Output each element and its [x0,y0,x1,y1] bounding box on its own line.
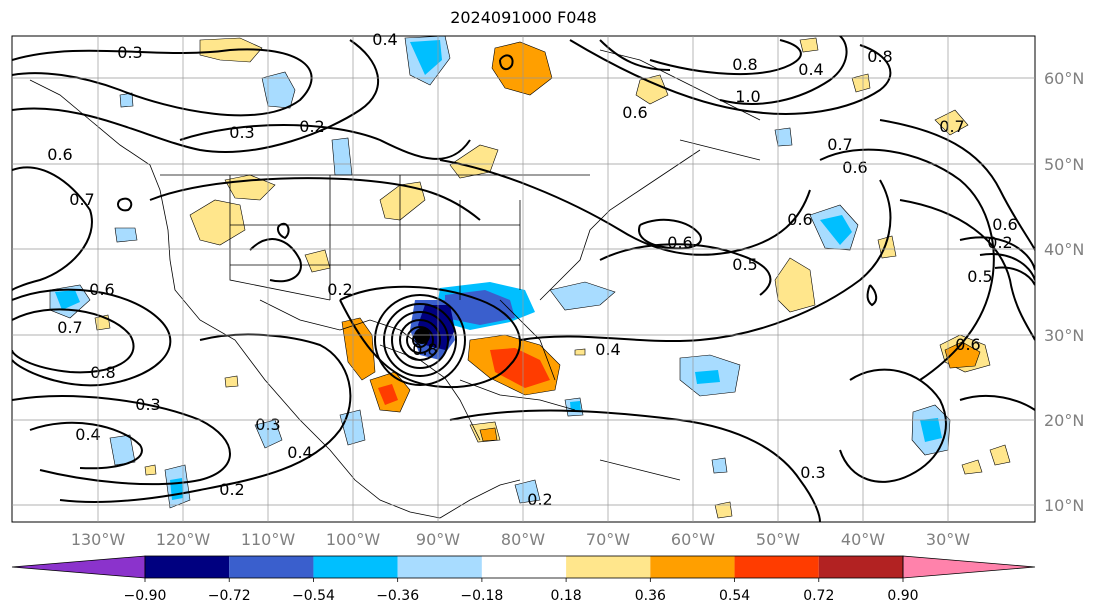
shaded-fields [49,36,1011,519]
contour-value-label: 0.4 [75,425,100,444]
map-frame [11,35,1036,523]
colorbar-segment [397,556,482,578]
contour-value-label: 0.7 [827,135,852,154]
contour-value-label: 0.7 [939,117,964,136]
contour-lines [12,36,1035,522]
longitude-tick-labels: 130°W 120°W 110°W 100°W 90°W 80°W 70°W 60°W 50°W… [71,530,970,549]
colorbar-segment [11,555,146,579]
latitude-tick-label: 10°N [1044,496,1084,515]
contour-value-label: 0.5 [967,267,992,286]
latitude-tick-label: 50°N [1044,155,1084,174]
colorbar-tick-label: −0.72 [208,588,251,604]
contour-value-label: 0.6 [89,280,114,299]
map-title: 2024091000 F048 [450,8,597,27]
longitude-tick-label: 90°W [416,530,460,549]
contour-value-label: 0.4 [287,443,312,462]
colorbar-segment [818,556,903,578]
contour-value-label: 0.7 [69,190,94,209]
colorbar-segment [566,556,651,578]
colorbar-tick-label: 0.72 [803,588,834,604]
longitude-tick-label: 50°W [756,530,800,549]
colorbar-tick-label: 0.18 [551,588,582,604]
contour-value-label: 0.3 [135,395,160,414]
contour-value-label: 0.2 [327,280,352,299]
contour-value-label: 0.6 [787,210,812,229]
contour-value-label: 1.0 [735,87,760,106]
colorbar-tick-label: 0.90 [887,588,918,604]
colorbar-tick-label: 0.54 [719,588,750,604]
contour-value-label: 0.5 [732,255,757,274]
latitude-tick-label: 20°N [1044,411,1084,430]
contour-value-label: 0.4 [372,30,397,49]
colorbar-tick-label: −0.54 [292,588,335,604]
contour-value-label: 0.8 [732,55,757,74]
longitude-tick-label: 40°W [841,530,885,549]
longitude-tick-label: 120°W [156,530,211,549]
longitude-tick-label: 100°W [326,530,381,549]
contour-value-label: 0.4 [798,60,823,79]
longitude-tick-label: 30°W [926,530,970,549]
contour-value-label: 0.6 [622,103,647,122]
colorbar-tick-labels: −0.90 −0.72 −0.54 −0.36 −0.18 0.18 0.36 0.54 0.7… [124,578,919,604]
contour-value-label: 0.8 [412,340,437,359]
colorbar-segment [145,556,230,578]
longitude-tick-label: 80°W [501,530,545,549]
contour-value-label: 0.7 [57,318,82,337]
colorbar-tick-label: −0.36 [376,588,419,604]
colorbar-segment [650,556,735,578]
colorbar-tick-label: 0.36 [635,588,666,604]
coastlines [29,49,761,519]
contour-value-label: 0.2 [299,117,324,136]
contour-labels: 0.3 0.2 0.3 0.6 0.7 0.6 0.7 0.8 0.3 0.4 0.2 0.4 0.3 0… [47,30,1017,509]
colorbar-segment [902,555,1036,579]
colorbar-border [144,555,904,579]
latitude-tick-label: 60°N [1044,69,1084,88]
colorbar-segment [313,556,398,578]
contour-value-label: 0.3 [229,123,254,142]
colorbar-tick-label: −0.18 [460,588,503,604]
storm-center-marker [414,328,430,344]
contour-value-label: 0.3 [800,463,825,482]
colorbar-segment [734,556,819,578]
latitude-tick-labels: 60°N 50°N 40°N 30°N 20°N 10°N [1044,69,1084,515]
longitude-tick-label: 110°W [241,530,296,549]
contour-value-label: 0.2 [527,490,552,509]
colorbar [11,555,1036,579]
contour-value-label: 0.2 [987,233,1012,252]
contour-value-label: 0.6 [47,145,72,164]
longitude-tick-label: 70°W [586,530,630,549]
latitude-tick-label: 30°N [1044,326,1084,345]
longitude-tick-label: 130°W [71,530,126,549]
colorbar-segment [481,556,567,578]
gridlines [12,36,1035,522]
longitude-tick-label: 60°W [671,530,715,549]
contour-value-label: 0.8 [90,363,115,382]
contour-value-label: 0.2 [219,480,244,499]
colorbar-segment [229,556,314,578]
contour-value-label: 0.6 [955,335,980,354]
latitude-tick-label: 40°N [1044,240,1084,259]
contour-value-label: 0.6 [842,158,867,177]
contour-value-label: 0.3 [117,43,142,62]
contour-value-label: 0.8 [867,47,892,66]
colorbar-tick-label: −0.90 [124,588,167,604]
contour-value-label: 0.6 [667,233,692,252]
contour-value-label: 0.6 [992,215,1017,234]
